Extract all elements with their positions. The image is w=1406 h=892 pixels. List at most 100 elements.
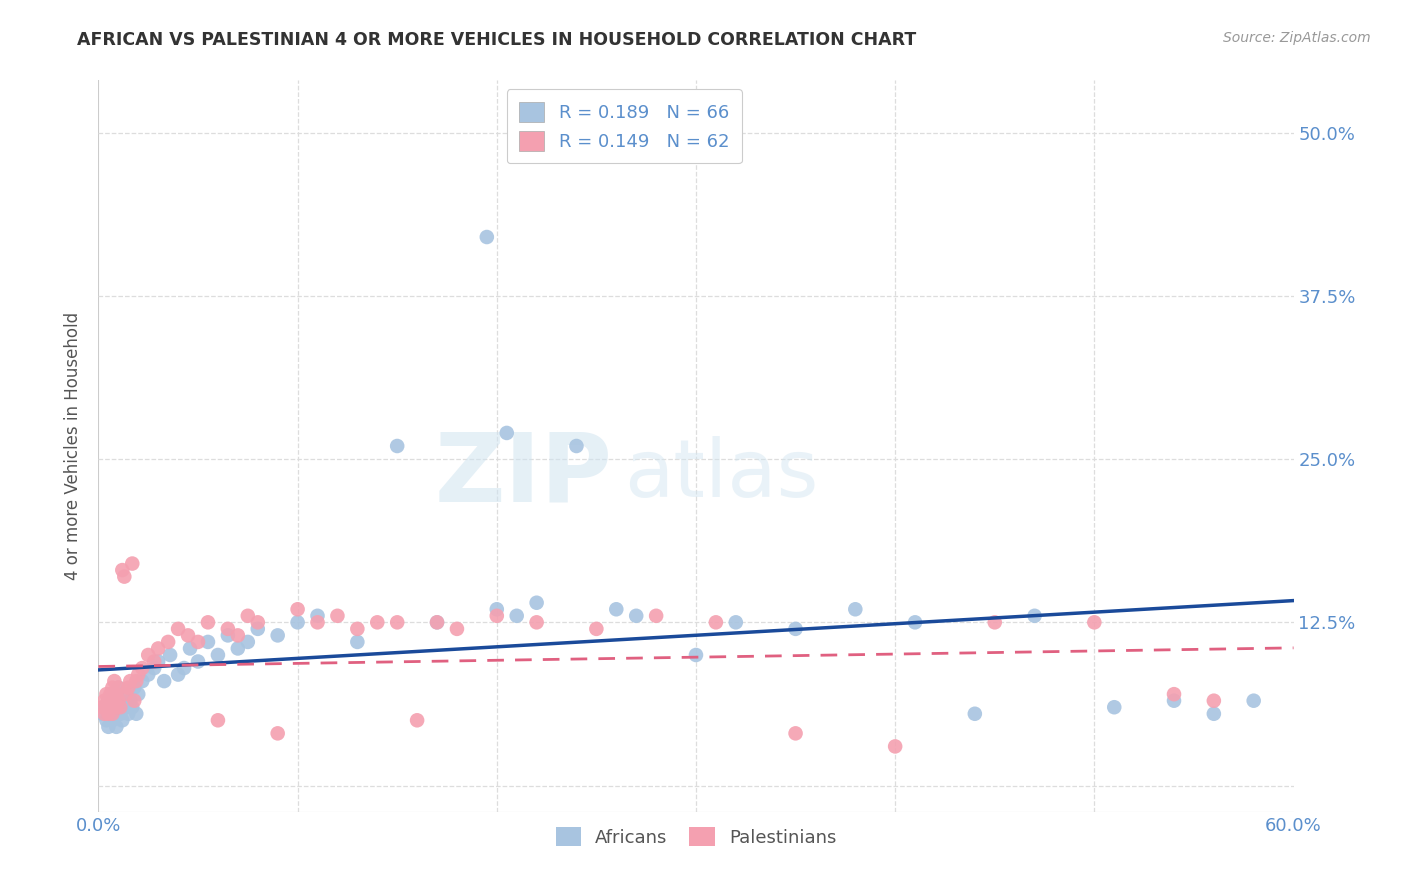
Point bbox=[226, 641, 249, 656]
Point bbox=[101, 714, 124, 728]
Point bbox=[120, 674, 142, 689]
Point bbox=[904, 615, 927, 630]
Point bbox=[97, 706, 120, 721]
Point bbox=[93, 706, 115, 721]
Point bbox=[93, 700, 115, 714]
Point bbox=[785, 622, 807, 636]
Point bbox=[110, 706, 132, 721]
Point bbox=[107, 681, 129, 695]
Point bbox=[884, 739, 907, 754]
Point bbox=[115, 687, 138, 701]
Point bbox=[97, 720, 120, 734]
Point bbox=[626, 608, 648, 623]
Point bbox=[446, 622, 468, 636]
Point bbox=[173, 661, 195, 675]
Point bbox=[117, 681, 139, 695]
Point bbox=[1243, 694, 1265, 708]
Point bbox=[115, 700, 138, 714]
Point bbox=[93, 694, 115, 708]
Text: atlas: atlas bbox=[624, 436, 818, 515]
Point bbox=[385, 439, 409, 453]
Point bbox=[307, 608, 329, 623]
Point bbox=[197, 635, 219, 649]
Point bbox=[495, 425, 517, 440]
Point bbox=[1163, 694, 1185, 708]
Point bbox=[98, 700, 122, 714]
Point bbox=[117, 706, 139, 721]
Point bbox=[426, 615, 449, 630]
Point bbox=[125, 706, 148, 721]
Point bbox=[565, 439, 588, 453]
Point bbox=[307, 615, 329, 630]
Point bbox=[101, 687, 124, 701]
Y-axis label: 4 or more Vehicles in Household: 4 or more Vehicles in Household bbox=[65, 312, 83, 580]
Point bbox=[346, 635, 368, 649]
Point bbox=[226, 628, 249, 642]
Point bbox=[1024, 608, 1046, 623]
Point bbox=[148, 641, 170, 656]
Point bbox=[287, 615, 309, 630]
Point bbox=[103, 694, 125, 708]
Point bbox=[96, 687, 118, 701]
Point bbox=[96, 714, 118, 728]
Legend: Africans, Palestinians: Africans, Palestinians bbox=[548, 820, 844, 854]
Point bbox=[97, 694, 120, 708]
Point bbox=[103, 674, 125, 689]
Point bbox=[127, 687, 149, 701]
Point bbox=[143, 655, 166, 669]
Point bbox=[326, 608, 349, 623]
Text: ZIP: ZIP bbox=[434, 429, 613, 522]
Point bbox=[107, 681, 129, 695]
Point bbox=[585, 622, 607, 636]
Point bbox=[97, 694, 120, 708]
Point bbox=[107, 700, 129, 714]
Point bbox=[426, 615, 449, 630]
Point bbox=[148, 655, 170, 669]
Point bbox=[101, 706, 124, 721]
Point bbox=[685, 648, 707, 662]
Point bbox=[101, 681, 124, 695]
Point bbox=[103, 706, 125, 721]
Point bbox=[131, 674, 153, 689]
Point bbox=[112, 569, 135, 583]
Point bbox=[197, 615, 219, 630]
Point bbox=[366, 615, 388, 630]
Point bbox=[98, 687, 122, 701]
Point bbox=[963, 706, 986, 721]
Point bbox=[605, 602, 627, 616]
Point bbox=[105, 687, 128, 701]
Point bbox=[485, 608, 508, 623]
Point bbox=[346, 622, 368, 636]
Point bbox=[844, 602, 866, 616]
Point bbox=[1083, 615, 1105, 630]
Point bbox=[984, 615, 1007, 630]
Point bbox=[136, 648, 159, 662]
Point bbox=[121, 700, 143, 714]
Point bbox=[207, 648, 229, 662]
Point bbox=[110, 700, 132, 714]
Point bbox=[143, 661, 166, 675]
Point bbox=[124, 681, 146, 695]
Point bbox=[217, 628, 239, 642]
Point bbox=[136, 667, 159, 681]
Point bbox=[207, 714, 229, 728]
Point bbox=[187, 655, 209, 669]
Point bbox=[217, 622, 239, 636]
Point bbox=[98, 700, 122, 714]
Point bbox=[485, 602, 508, 616]
Point bbox=[1163, 687, 1185, 701]
Point bbox=[236, 608, 259, 623]
Point bbox=[724, 615, 747, 630]
Point bbox=[167, 667, 190, 681]
Point bbox=[105, 687, 128, 701]
Point bbox=[105, 720, 128, 734]
Point bbox=[159, 648, 181, 662]
Point bbox=[167, 622, 190, 636]
Point bbox=[287, 602, 309, 616]
Point bbox=[96, 700, 118, 714]
Point bbox=[127, 667, 149, 681]
Point bbox=[111, 563, 134, 577]
Text: Source: ZipAtlas.com: Source: ZipAtlas.com bbox=[1223, 31, 1371, 45]
Point bbox=[526, 615, 548, 630]
Point bbox=[785, 726, 807, 740]
